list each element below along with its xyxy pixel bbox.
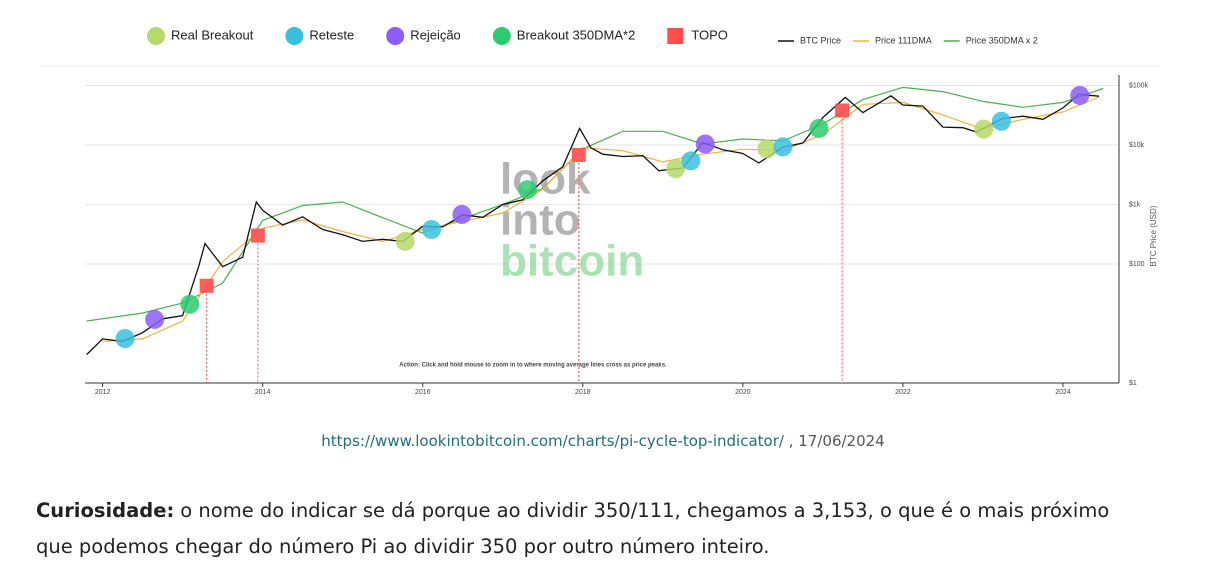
y-tick-label: $10k xyxy=(1129,142,1145,149)
legend-marker xyxy=(492,27,511,45)
x-tick-label: 2022 xyxy=(895,389,911,396)
legend-marker xyxy=(386,27,405,45)
event-marker xyxy=(974,119,994,139)
caption-date: , 17/06/2024 xyxy=(788,432,885,450)
legend-label: Reteste xyxy=(309,27,354,42)
event-marker xyxy=(452,204,472,224)
y-tick-label: $100k xyxy=(1129,82,1149,89)
event-marker xyxy=(518,180,538,200)
event-marker xyxy=(695,134,715,154)
y-tick-label: $1k xyxy=(1129,201,1141,208)
paragraph: Curiosidade: o nome do indicar se dá porq… xyxy=(36,493,1126,565)
event-marker xyxy=(809,118,829,138)
paragraph-label: Curiosidade: xyxy=(36,499,175,522)
event-marker xyxy=(1070,85,1090,105)
series-line xyxy=(102,96,1100,342)
topo-marker xyxy=(571,147,586,162)
event-marker xyxy=(180,294,200,314)
legend-label: Price 111DMA xyxy=(875,35,932,45)
legend-marker xyxy=(285,27,304,45)
topo-marker xyxy=(250,228,265,243)
x-tick-label: 2012 xyxy=(95,389,111,396)
series-line xyxy=(86,93,1100,356)
event-marker xyxy=(115,328,135,348)
legend-label: Real Breakout xyxy=(171,27,254,42)
x-tick-label: 2014 xyxy=(255,389,271,396)
event-marker xyxy=(422,219,442,239)
event-marker xyxy=(757,139,777,159)
legend-label: Breakout 350DMA*2 xyxy=(517,27,636,42)
annotation: Action: Click and hold mouse to zoom in … xyxy=(399,363,667,369)
legend-marker xyxy=(147,27,165,45)
y-tick-label: $1 xyxy=(1129,380,1137,387)
watermark: bitcoin xyxy=(500,237,644,286)
x-tick-label: 2016 xyxy=(415,389,431,396)
paragraph-text: o nome do indicar se dá porque ao dividi… xyxy=(36,499,1110,558)
event-marker xyxy=(681,151,701,171)
legend-label: BTC Price xyxy=(800,35,841,45)
topo-marker xyxy=(199,278,214,293)
legend-marker xyxy=(667,28,684,44)
y-axis-label: BTC Price (USD) xyxy=(1149,205,1158,266)
event-marker xyxy=(145,309,165,329)
watermark: into xyxy=(500,196,581,245)
chart: BTC Price (USD) Action: Click and hold m… xyxy=(40,27,1160,396)
event-marker xyxy=(991,111,1011,131)
x-tick-label: 2024 xyxy=(1055,389,1071,396)
event-marker xyxy=(395,231,415,251)
x-tick-label: 2020 xyxy=(735,389,751,396)
source-link[interactable]: https://www.lookintobitcoin.com/charts/p… xyxy=(321,432,784,450)
legend-label: TOPO xyxy=(691,27,728,42)
caption: https://www.lookintobitcoin.com/charts/p… xyxy=(0,432,1206,450)
legend-label: Price 350DMA x 2 xyxy=(966,35,1038,45)
x-tick-label: 2018 xyxy=(575,389,591,396)
event-marker xyxy=(666,159,686,179)
series-line xyxy=(86,86,1104,322)
event-marker xyxy=(773,137,793,157)
topo-marker xyxy=(835,103,850,118)
legend-label: Rejeição xyxy=(410,27,461,42)
y-tick-label: $100 xyxy=(1129,261,1145,268)
